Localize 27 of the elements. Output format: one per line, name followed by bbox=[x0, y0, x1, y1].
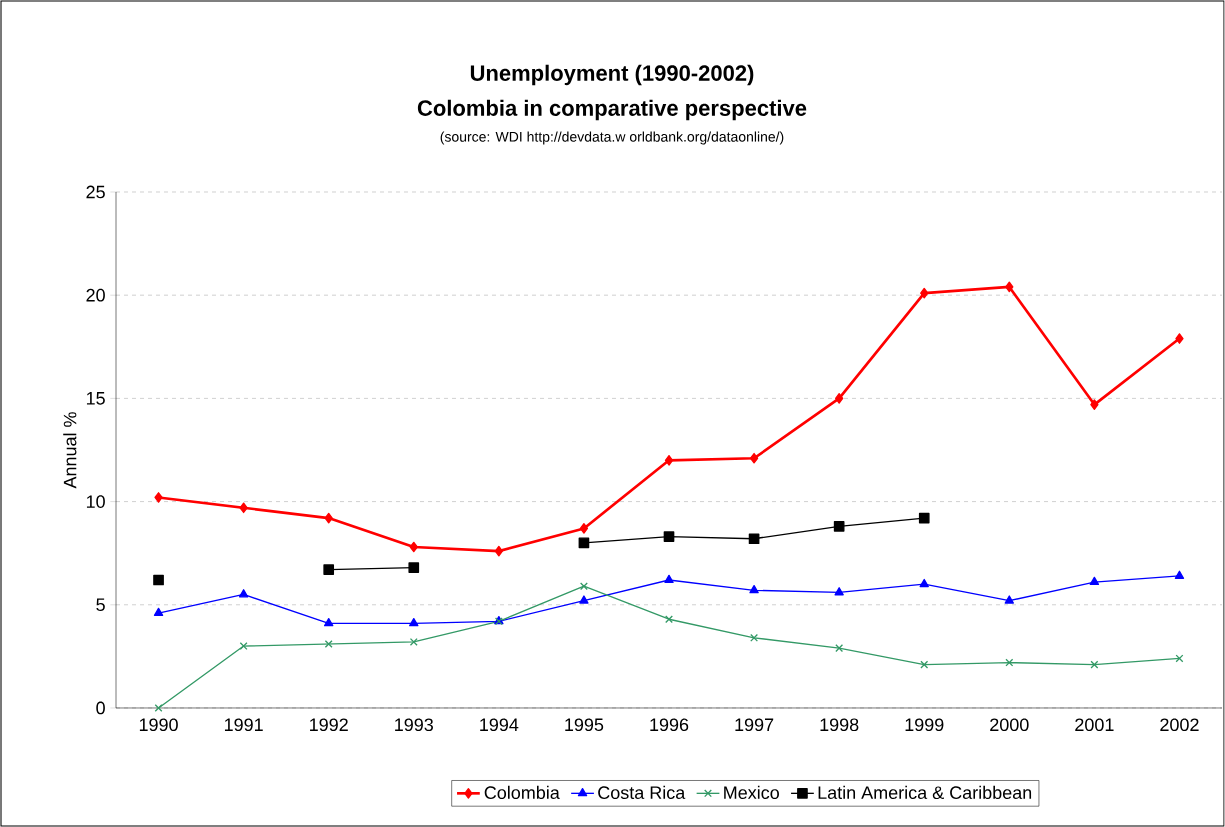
x-tick-label: 2001 bbox=[1075, 718, 1114, 732]
x-tick-label: 1998 bbox=[820, 718, 859, 732]
x-tick-label: 1996 bbox=[650, 718, 689, 732]
y-tick-label: 5 bbox=[96, 598, 105, 612]
y-tick-label: 0 bbox=[96, 701, 105, 715]
x-tick-label: 1990 bbox=[139, 718, 178, 732]
x-tick-label: 2000 bbox=[990, 718, 1029, 732]
y-tick-label: 15 bbox=[86, 392, 105, 405]
chart-subtitle: Colombia in comparative perspective bbox=[417, 99, 807, 121]
legend-label: Mexico bbox=[724, 785, 779, 800]
legend-label: Costa Rica bbox=[598, 785, 686, 800]
legend-label: Colombia bbox=[484, 785, 560, 800]
y-tick-label: 20 bbox=[86, 288, 105, 302]
chart-title: Unemployment (1990-2002) bbox=[470, 64, 754, 86]
text: (source: WDI http://devdata.w orldbank.org/dataonline/) bbox=[440, 131, 784, 145]
x-tick-label: 2002 bbox=[1160, 718, 1199, 732]
x-tick-label: 1994 bbox=[480, 718, 519, 732]
x-tick-label: 1999 bbox=[905, 718, 944, 732]
y-axis-title: Annual % bbox=[63, 412, 77, 489]
x-tick-label: 1992 bbox=[310, 718, 348, 732]
x-tick-label: 1993 bbox=[395, 718, 433, 732]
legend-label: Latin America & Caribbean bbox=[818, 785, 1032, 800]
x-tick-label: 1995 bbox=[565, 718, 604, 732]
y-tick-label: 10 bbox=[86, 495, 105, 508]
x-tick-label: 1991 bbox=[224, 718, 263, 732]
y-tick-label: 25 bbox=[86, 185, 105, 199]
x-tick-label: 1997 bbox=[735, 718, 774, 732]
